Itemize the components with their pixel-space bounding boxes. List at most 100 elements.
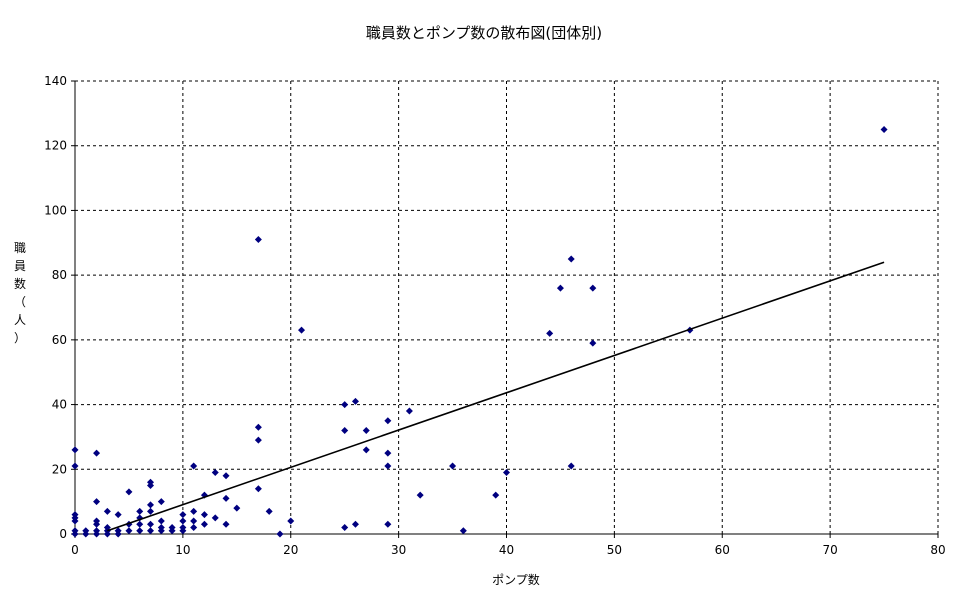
- data-point: [114, 511, 122, 519]
- plot-area: [75, 81, 938, 534]
- data-point: [190, 517, 198, 525]
- data-point: [265, 507, 273, 515]
- y-axis-label-char: 数: [14, 276, 26, 291]
- data-point: [157, 527, 165, 535]
- data-point: [449, 462, 457, 470]
- data-point: [233, 504, 241, 512]
- data-point: [254, 436, 262, 444]
- data-point: [287, 517, 295, 525]
- y-tick-labels: 0 20 40 60 80 100 120 140: [44, 74, 67, 541]
- data-point: [254, 236, 262, 244]
- data-point: [384, 417, 392, 425]
- data-point: [147, 527, 155, 535]
- data-point: [200, 520, 208, 528]
- x-axis-label: ポンプ数: [492, 572, 540, 587]
- data-point: [222, 520, 230, 528]
- data-point: [459, 527, 467, 535]
- data-point: [200, 511, 208, 519]
- data-point: [125, 488, 133, 496]
- x-tick-label: 60: [715, 543, 730, 557]
- data-point: [190, 507, 198, 515]
- data-point: [136, 507, 144, 515]
- data-point: [567, 255, 575, 263]
- data-point: [103, 530, 111, 538]
- data-point: [136, 527, 144, 535]
- data-point: [298, 326, 306, 334]
- data-point: [503, 469, 510, 477]
- y-tick-label: 100: [44, 203, 67, 217]
- data-point: [125, 527, 133, 535]
- data-point: [93, 449, 101, 457]
- data-point: [254, 485, 262, 493]
- data-point: [136, 520, 144, 528]
- y-tick-label: 140: [44, 74, 67, 88]
- data-point: [82, 530, 90, 538]
- data-point: [222, 472, 230, 480]
- data-point: [190, 462, 198, 470]
- y-tick-label: 20: [52, 462, 67, 476]
- x-tick-label: 20: [283, 543, 298, 557]
- data-point: [93, 530, 101, 538]
- y-tick-label: 120: [44, 139, 67, 153]
- data-point: [362, 446, 370, 454]
- data-point: [147, 520, 155, 528]
- data-point: [276, 530, 284, 538]
- data-point: [880, 126, 888, 134]
- trendline-group: [107, 261, 885, 532]
- y-axis-label-char: ）: [14, 331, 26, 345]
- data-point: [71, 446, 79, 454]
- data-point: [405, 407, 413, 415]
- data-point: [384, 462, 392, 470]
- data-point: [589, 284, 597, 292]
- data-point: [103, 507, 111, 515]
- data-point: [93, 498, 101, 506]
- x-tick-label: 30: [391, 543, 406, 557]
- data-point: [114, 530, 122, 538]
- data-point: [254, 423, 262, 431]
- data-point: [190, 524, 198, 532]
- data-point: [147, 501, 155, 509]
- x-tick-label: 10: [175, 543, 190, 557]
- data-point: [222, 494, 230, 502]
- x-tick-label: 0: [71, 543, 79, 557]
- data-point: [211, 469, 219, 477]
- data-point: [351, 397, 359, 405]
- x-tick-label: 80: [930, 543, 945, 557]
- y-axis-label-char: 人: [14, 313, 26, 327]
- y-tick-label: 0: [59, 527, 67, 541]
- data-point: [341, 426, 349, 434]
- data-point: [157, 498, 165, 506]
- y-axis-label-char: 員: [14, 259, 26, 273]
- x-tick-label: 50: [607, 543, 622, 557]
- data-point: [384, 449, 392, 457]
- data-point: [71, 530, 79, 538]
- data-point: [589, 339, 597, 347]
- data-point: [341, 524, 349, 532]
- data-point: [546, 329, 554, 337]
- y-axis-label-char: （: [14, 295, 26, 309]
- data-point: [147, 481, 155, 489]
- data-point: [168, 527, 176, 535]
- y-axis-label: 職員数 （ 人 ）: [14, 241, 26, 345]
- x-tick-labels: 0 10 20 30 40 50 60 70 80: [71, 543, 945, 557]
- data-point: [93, 520, 101, 528]
- y-tick-label: 60: [52, 333, 67, 347]
- chart-title: 職員数とポンプ数の散布図(団体別): [366, 24, 602, 42]
- data-point: [351, 520, 359, 528]
- y-axis-label-char: 職: [14, 241, 26, 255]
- data-point: [341, 401, 349, 409]
- trendline: [107, 261, 885, 532]
- data-point: [384, 520, 392, 528]
- data-point: [211, 514, 219, 522]
- data-points: [71, 126, 888, 538]
- data-point: [362, 426, 370, 434]
- data-point: [567, 462, 575, 470]
- x-tick-label: 70: [822, 543, 837, 557]
- data-point: [556, 284, 564, 292]
- data-point: [179, 511, 187, 519]
- y-tick-label: 80: [52, 268, 67, 282]
- y-tick-label: 40: [52, 398, 67, 412]
- data-point: [157, 517, 165, 525]
- data-point: [179, 527, 187, 535]
